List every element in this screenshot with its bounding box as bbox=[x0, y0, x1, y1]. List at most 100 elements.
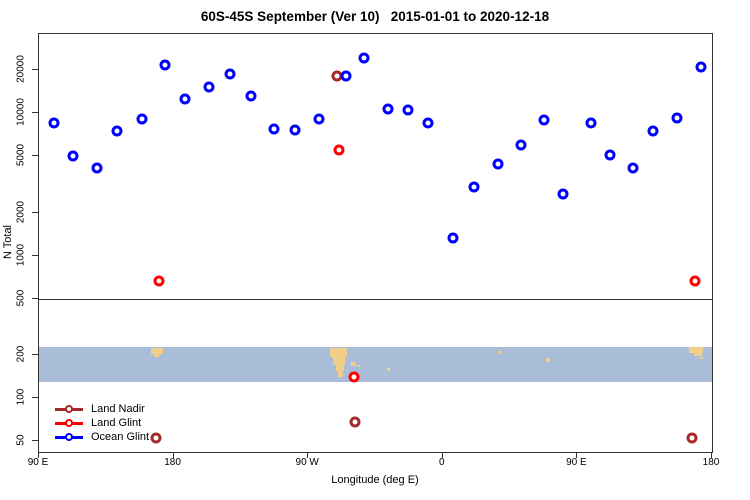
data-point-land-glint bbox=[348, 371, 360, 383]
y-tick-mark bbox=[32, 155, 38, 157]
map-land-shape bbox=[351, 362, 356, 366]
x-tick-mark bbox=[172, 452, 174, 458]
y-tick-mark bbox=[32, 112, 38, 114]
y-tick-label: 1000 bbox=[15, 243, 27, 266]
map-land-shape bbox=[330, 348, 347, 357]
data-point-ocean-glint bbox=[695, 61, 707, 73]
data-point-ocean-glint bbox=[289, 124, 301, 136]
map-land-shape bbox=[151, 348, 163, 354]
data-point-ocean-glint bbox=[492, 158, 504, 170]
data-point-ocean-glint bbox=[447, 232, 459, 244]
map-land-shape bbox=[387, 368, 390, 371]
x-tick-label: 90 E bbox=[566, 457, 587, 468]
x-tick-mark bbox=[441, 452, 443, 458]
data-point-ocean-glint bbox=[111, 125, 123, 137]
x-tick-label: 180 bbox=[164, 457, 181, 468]
data-point-land-glint bbox=[153, 275, 165, 287]
map-land-shape bbox=[700, 357, 703, 359]
y-tick-label: 5000 bbox=[15, 144, 27, 167]
x-tick-label: 0 bbox=[439, 457, 445, 468]
map-band bbox=[39, 346, 712, 383]
data-point-ocean-glint bbox=[402, 104, 414, 116]
data-point-ocean-glint bbox=[91, 162, 103, 174]
x-tick-mark bbox=[711, 452, 712, 458]
map-land-shape bbox=[336, 364, 344, 371]
data-point-ocean-glint bbox=[340, 70, 352, 82]
legend: Land Nadir Land Glint Ocean Glint bbox=[55, 402, 149, 444]
data-point-ocean-glint bbox=[224, 68, 236, 80]
legend-marker-land-glint bbox=[55, 418, 83, 429]
legend-circle bbox=[65, 405, 73, 413]
data-point-ocean-glint bbox=[647, 125, 659, 137]
data-point-ocean-glint bbox=[382, 103, 394, 115]
y-tick-label: 20000 bbox=[15, 55, 27, 84]
x-tick-label: 180 bbox=[702, 457, 720, 468]
map-land-shape bbox=[689, 347, 703, 353]
data-point-land-nadir bbox=[686, 432, 698, 444]
data-point-ocean-glint bbox=[358, 52, 370, 64]
x-tick-mark bbox=[38, 452, 39, 458]
legend-label: Ocean Glint bbox=[91, 431, 150, 443]
y-tick-mark bbox=[32, 440, 38, 442]
y-tick-mark bbox=[32, 211, 38, 213]
data-point-ocean-glint bbox=[268, 123, 280, 135]
y-tick-mark bbox=[32, 397, 38, 399]
y-tick-label: 500 bbox=[15, 289, 27, 307]
data-point-ocean-glint bbox=[538, 114, 550, 126]
x-tick-mark bbox=[307, 452, 309, 458]
data-point-ocean-glint bbox=[313, 113, 325, 125]
data-point-ocean-glint bbox=[671, 112, 683, 124]
map-land-shape bbox=[357, 365, 360, 367]
data-point-ocean-glint bbox=[585, 117, 597, 129]
x-tick-label: 90 E bbox=[27, 457, 49, 468]
data-point-ocean-glint bbox=[136, 113, 148, 125]
data-point-land-nadir bbox=[349, 416, 361, 428]
y-tick-mark bbox=[32, 297, 38, 299]
legend-marker-land-nadir bbox=[55, 404, 83, 415]
data-point-ocean-glint bbox=[604, 149, 616, 161]
data-point-ocean-glint bbox=[48, 117, 60, 129]
data-point-ocean-glint bbox=[67, 150, 79, 162]
y-tick-mark bbox=[32, 69, 38, 71]
map-land-shape bbox=[498, 351, 501, 354]
reference-line bbox=[39, 298, 712, 300]
map-land-shape bbox=[333, 357, 345, 365]
y-tick-label: 10000 bbox=[15, 98, 27, 127]
y-tick-mark bbox=[32, 354, 38, 356]
plot-area bbox=[38, 33, 713, 453]
data-point-land-nadir bbox=[150, 432, 162, 444]
y-axis-title: N Total bbox=[2, 224, 14, 260]
legend-item-land-nadir: Land Nadir bbox=[55, 402, 149, 416]
data-point-ocean-glint bbox=[159, 59, 171, 71]
legend-item-ocean-glint: Ocean Glint bbox=[55, 430, 149, 444]
data-point-ocean-glint bbox=[557, 188, 569, 200]
legend-circle bbox=[65, 433, 73, 441]
data-point-ocean-glint bbox=[515, 139, 527, 151]
x-tick-label: 90 W bbox=[295, 457, 319, 468]
y-tick-mark bbox=[32, 254, 38, 256]
legend-marker-ocean-glint bbox=[55, 432, 83, 443]
legend-label: Land Glint bbox=[91, 417, 142, 429]
data-point-land-glint bbox=[689, 275, 701, 287]
map-land-shape bbox=[694, 352, 702, 356]
legend-circle bbox=[65, 419, 73, 427]
data-point-land-glint bbox=[333, 144, 345, 156]
legend-label: Land Nadir bbox=[91, 403, 145, 415]
chart-title: 60S-45S September (Ver 10) 2015-01-01 to… bbox=[200, 9, 550, 24]
data-point-ocean-glint bbox=[245, 90, 257, 102]
data-point-ocean-glint bbox=[422, 117, 434, 129]
x-tick-mark bbox=[576, 452, 578, 458]
y-tick-label: 200 bbox=[15, 346, 27, 363]
map-land-shape bbox=[546, 358, 550, 362]
legend-item-land-glint: Land Glint bbox=[55, 416, 149, 430]
y-tick-label: 50 bbox=[15, 434, 27, 446]
y-tick-label: 100 bbox=[15, 388, 27, 406]
data-point-ocean-glint bbox=[627, 162, 639, 174]
data-point-ocean-glint bbox=[203, 81, 215, 93]
y-tick-label: 2000 bbox=[15, 200, 27, 224]
map-land-shape bbox=[154, 354, 159, 357]
map-land-shape bbox=[338, 371, 343, 377]
x-axis-title: Longitude (deg E) bbox=[331, 474, 419, 486]
data-point-ocean-glint bbox=[468, 181, 480, 193]
